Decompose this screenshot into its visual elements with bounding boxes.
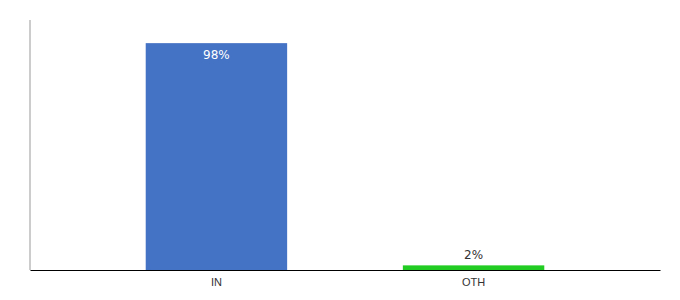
chart: IN OTH 98% 2%: [0, 0, 680, 300]
x-tick: OTH: [462, 276, 485, 288]
x-tick: IN: [211, 276, 222, 288]
x-axis: IN OTH: [31, 271, 661, 288]
bars: [146, 43, 545, 270]
bar: [403, 265, 544, 270]
data-label: 98%: [203, 48, 230, 62]
y-axis-line: [30, 20, 31, 270]
x-tick-label: OTH: [462, 276, 485, 288]
data-label: 2%: [464, 248, 483, 262]
x-tick-label: IN: [211, 276, 222, 288]
bar: [146, 43, 287, 270]
plot: IN OTH 98% 2%: [30, 20, 661, 288]
data-labels: 98% 2%: [203, 48, 483, 262]
x-axis-line: [31, 270, 661, 271]
